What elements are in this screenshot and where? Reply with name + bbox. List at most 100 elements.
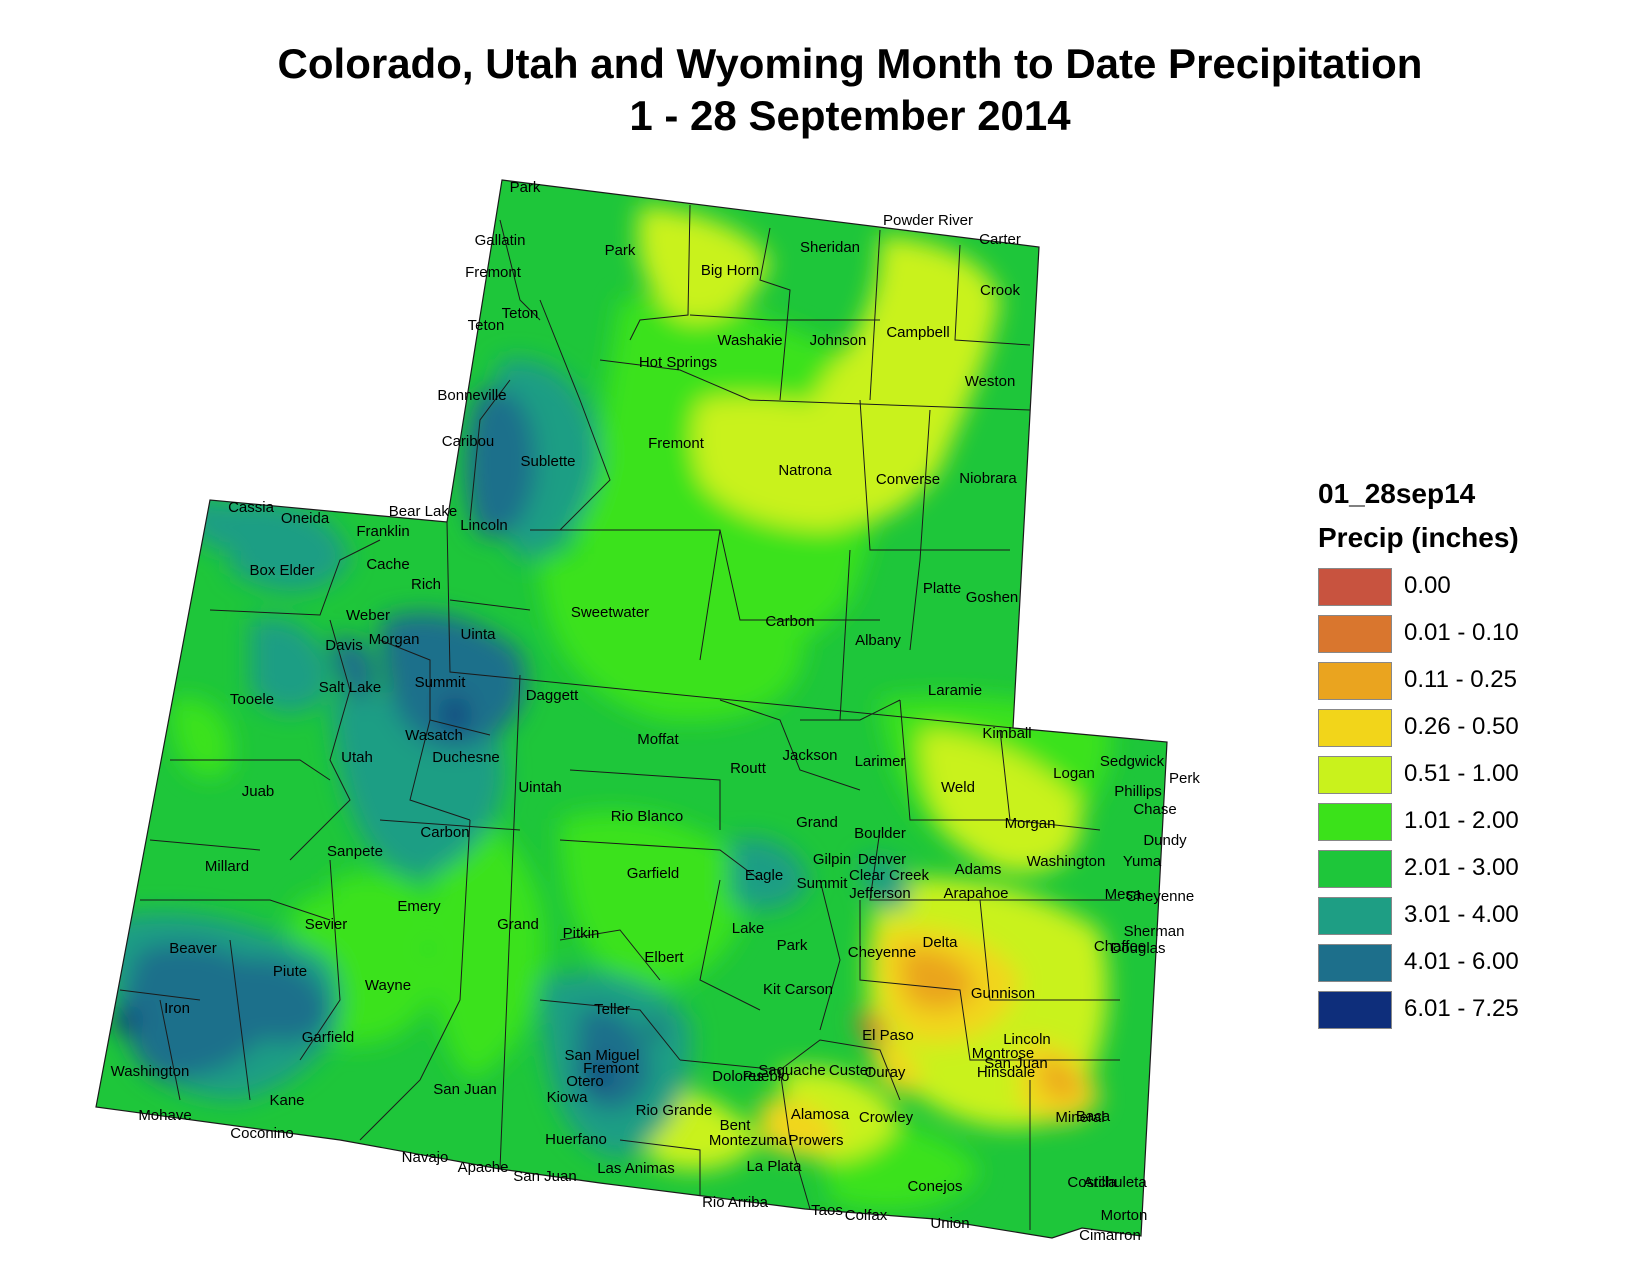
county-label-neighbors: Mohave (138, 1107, 191, 1124)
county-label-colorado: Douglas (1110, 940, 1165, 957)
legend-swatch (1318, 568, 1392, 606)
county-label-utah: Rich (411, 576, 441, 593)
legend-swatch (1318, 850, 1392, 888)
county-label-colorado: Garfield (627, 865, 680, 882)
county-label-neighbors: Morton (1101, 1207, 1148, 1224)
legend-item: 0.01 - 0.10 (1318, 615, 1618, 655)
legend-label: 0.01 - 0.10 (1404, 619, 1519, 646)
legend-label: 2.01 - 3.00 (1404, 854, 1519, 881)
county-label-colorado: Larimer (855, 753, 906, 770)
county-label-colorado: Ouray (865, 1064, 906, 1081)
county-label-colorado: Adams (955, 861, 1002, 878)
county-label-utah: Sevier (305, 916, 348, 933)
county-label-utah: Beaver (169, 940, 217, 957)
legend-item: 4.01 - 6.00 (1318, 944, 1618, 984)
legend-item: 2.01 - 3.00 (1318, 850, 1618, 890)
legend-item: 3.01 - 4.00 (1318, 897, 1618, 937)
county-label-neighbors: Rio Arriba (702, 1194, 769, 1211)
county-label-colorado: Mesa (1105, 886, 1142, 903)
county-label-neighbors: Coconino (230, 1125, 293, 1142)
county-label-neighbors: Teton (468, 317, 505, 334)
county-label-wyoming: Johnson (810, 332, 867, 349)
county-label-wyoming: Platte (923, 580, 961, 597)
legend-item: 0.26 - 0.50 (1318, 709, 1618, 749)
legend-swatch (1318, 944, 1392, 982)
county-label-utah: San Juan (433, 1081, 496, 1098)
county-label-colorado: Rio Blanco (611, 808, 684, 825)
county-label-colorado: Morgan (1005, 815, 1056, 832)
county-label-neighbors: Kimball (982, 725, 1031, 742)
county-label-colorado: Prowers (788, 1132, 843, 1149)
county-label-colorado: Elbert (644, 949, 684, 966)
county-label-colorado: Costilla (1067, 1174, 1117, 1191)
county-label-colorado: Lake (732, 920, 765, 937)
legend-label: 0.51 - 1.00 (1404, 760, 1519, 787)
county-label-colorado: Saguache (758, 1062, 826, 1079)
county-label-wyoming: Hot Springs (639, 354, 717, 371)
legend-label: 1.01 - 2.00 (1404, 807, 1519, 834)
legend-swatch (1318, 803, 1392, 841)
legend-items: 0.00 0.01 - 0.10 0.11 - 0.25 0.26 - 0.50 0.5… (1318, 568, 1618, 1029)
county-label-utah: Summit (415, 674, 467, 691)
legend-field-name: Precip (inches) (1318, 522, 1519, 553)
county-label-colorado: Gunnison (971, 985, 1035, 1002)
legend-label: 6.01 - 7.25 (1404, 995, 1519, 1022)
county-label-colorado: Jackson (782, 747, 837, 764)
county-label-wyoming: Campbell (886, 324, 949, 341)
county-label-colorado: Chaffee (1094, 938, 1146, 955)
county-label-colorado: Otero (566, 1073, 604, 1090)
county-label-colorado: Alamosa (791, 1106, 850, 1123)
county-label-wyoming: Lincoln (460, 517, 508, 534)
county-label-wyoming: Sheridan (800, 239, 860, 256)
county-label-colorado: Boulder (854, 825, 906, 842)
county-label-utah: Wayne (365, 977, 411, 994)
county-label-colorado: Washington (1027, 853, 1106, 870)
county-label-utah: Salt Lake (319, 679, 382, 696)
county-label-colorado: Kiowa (547, 1089, 589, 1106)
county-label-utah: Cache (366, 556, 409, 573)
county-label-neighbors: Union (930, 1215, 969, 1232)
county-label-colorado: Gilpin (813, 851, 851, 868)
county-label-neighbors: Cassia (228, 499, 275, 516)
county-label-colorado: Rio Grande (636, 1102, 713, 1119)
county-label-wyoming: Uinta (460, 626, 496, 643)
county-label-wyoming: Washakie (717, 332, 782, 349)
boundaries (95, 179, 1168, 1239)
county-label-colorado: Pitkin (563, 925, 600, 942)
county-label-utah: Daggett (526, 687, 579, 704)
county-label-neighbors: Apache (458, 1159, 509, 1176)
county-label-neighbors: Dundy (1143, 832, 1187, 849)
county-label-wyoming: Powder River (883, 212, 973, 229)
county-label-utah: Millard (205, 858, 249, 875)
county-label-colorado: Las Animas (597, 1160, 675, 1177)
county-label-neighbors: Cheyenne (1126, 888, 1194, 905)
county-label-colorado: Summit (797, 875, 849, 892)
county-label-wyoming: Goshen (966, 589, 1019, 606)
legend-layer-name: 01_28sep14 (1318, 478, 1476, 509)
county-label-colorado: Cheyenne (848, 944, 916, 961)
county-label-neighbors: Caribou (442, 433, 495, 450)
county-label-utah: Juab (242, 783, 275, 800)
county-label-colorado: Weld (941, 779, 975, 796)
county-label-utah: Tooele (230, 691, 274, 708)
county-label-wyoming: Albany (855, 632, 901, 649)
county-label-utah: Weber (346, 607, 390, 624)
county-label-colorado: Denver (858, 851, 906, 868)
county-label-wyoming: Natrona (778, 462, 832, 479)
county-label-colorado: Kit Carson (763, 981, 833, 998)
county-labels: Park Big Horn Sheridan Powder River Carter Cr… (111, 179, 1200, 1244)
county-label-wyoming: Fremont (648, 435, 705, 452)
county-label-colorado: Dolores (712, 1068, 764, 1085)
map-title-line-1: Colorado, Utah and Wyoming Month to Date… (277, 40, 1423, 87)
county-label-colorado: Moffat (637, 731, 679, 748)
county-label-neighbors: Chase (1133, 801, 1176, 818)
county-label-wyoming: Big Horn (701, 262, 759, 279)
map-title-line-2: 1 - 28 September 2014 (629, 92, 1071, 139)
county-label-neighbors: Perkins (1169, 770, 1200, 787)
county-label-colorado: La Plata (746, 1158, 802, 1175)
county-label-neighbors: Colfax (845, 1207, 888, 1224)
legend-swatch (1318, 756, 1392, 794)
county-label-wyoming: Converse (876, 471, 940, 488)
county-label-utah: Morgan (369, 631, 420, 648)
county-label-neighbors: Bear Lake (389, 503, 457, 520)
